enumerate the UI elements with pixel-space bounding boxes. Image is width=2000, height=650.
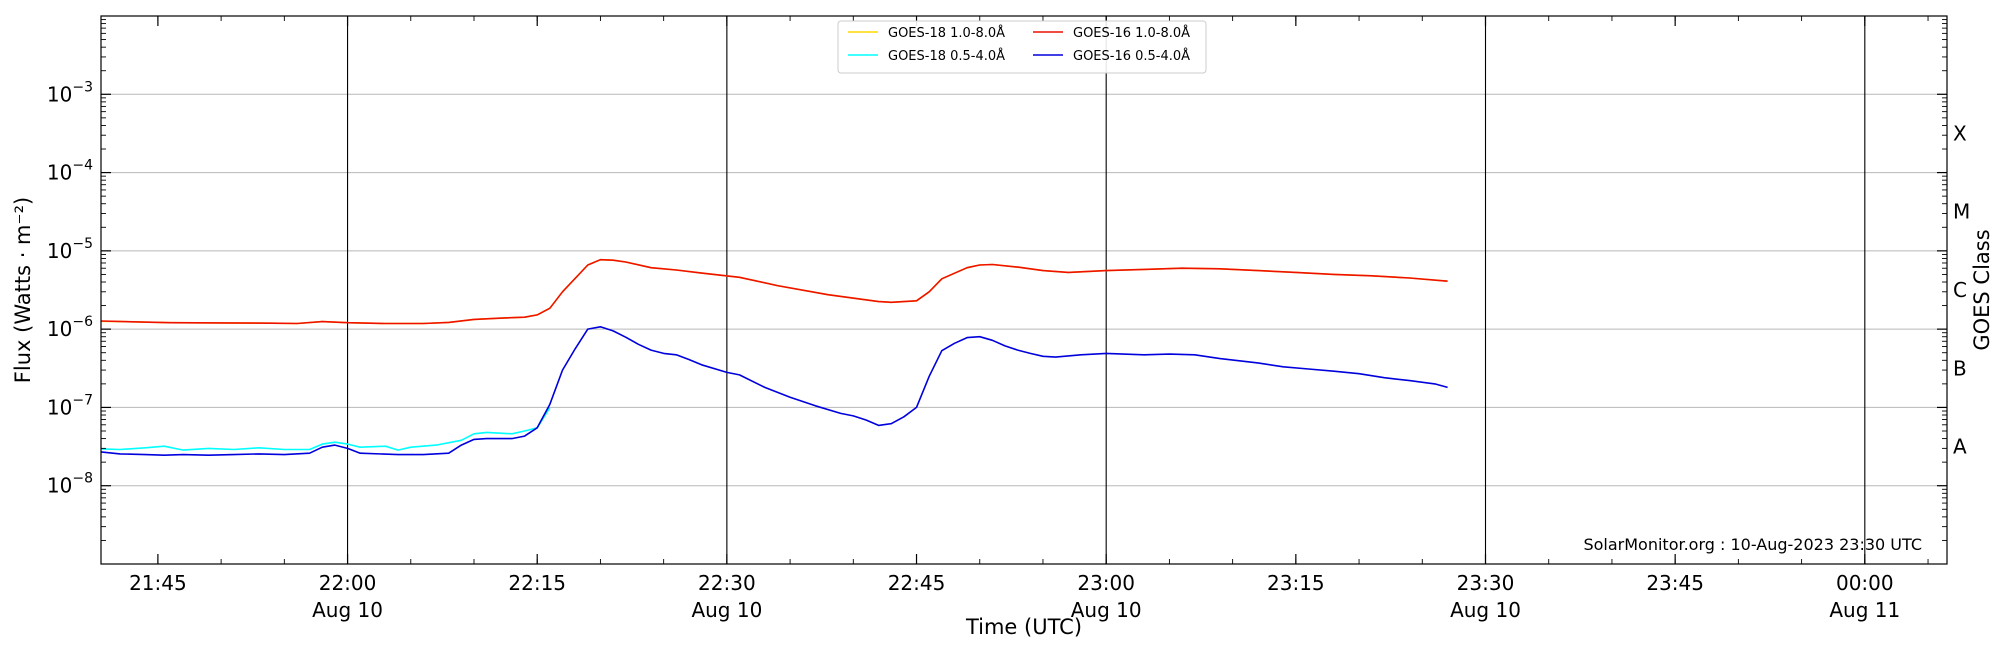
- legend-box: [837, 20, 1207, 74]
- goes-class-c: C: [1953, 278, 1967, 302]
- y-tick-exponent: −4: [72, 158, 93, 174]
- legend: GOES-18 1.0-8.0Å GOES-16 1.0-8.0Å GOES-18 …: [837, 20, 1207, 74]
- y-tick-exponent: −6: [72, 314, 93, 330]
- x-tick-label: 22:45: [888, 571, 946, 595]
- x-tick-label: 23:00: [1077, 571, 1135, 595]
- x-tick-date-label: Aug 10: [312, 598, 383, 622]
- goes-class-m: M: [1953, 200, 1970, 224]
- x-tick-labels: 21:45 22:00 Aug 10 22:15 22:30 Aug 10 22:45 23:…: [129, 571, 1900, 622]
- y-tick-exponent: −3: [72, 79, 93, 95]
- x-tick-label: 23:15: [1267, 571, 1325, 595]
- y-tick-labels: 10−810−710−610−510−410−3: [47, 79, 93, 497]
- y-tick-label: 10−7: [47, 392, 93, 419]
- y-tick-exponent: −5: [72, 236, 93, 252]
- x-tick-label: 00:00: [1836, 571, 1894, 595]
- plot-frame: [100, 15, 1948, 565]
- y-tick-exponent: −7: [72, 392, 93, 408]
- goes-class-x: X: [1953, 121, 1967, 145]
- legend-label: GOES-18 1.0-8.0Å: [888, 25, 1005, 41]
- series-line-goes-16-0-5-4-0: [100, 325, 1448, 457]
- x-tick-date-label: Aug 11: [1829, 598, 1900, 622]
- series-line-goes-16-1-0-8-0: [100, 258, 1448, 325]
- legend-label: GOES-16 0.5-4.0Å: [1073, 48, 1190, 64]
- x-tick-label: 22:15: [508, 571, 566, 595]
- goes-class-labels: A B C M X: [1953, 121, 1970, 458]
- x-tick-label: 22:00: [319, 571, 377, 595]
- x-axis-title: Time (UTC): [965, 615, 1082, 639]
- x-tick-date-label: Aug 10: [1450, 598, 1521, 622]
- y-tick-base: 10: [47, 239, 72, 263]
- tick-marks: [101, 16, 1947, 564]
- legend-label: GOES-16 1.0-8.0Å: [1073, 25, 1190, 41]
- x-tick-date-label: Aug 10: [691, 598, 762, 622]
- y-tick-base: 10: [47, 317, 72, 341]
- goes-class-a: A: [1953, 435, 1967, 459]
- goes-class-b: B: [1953, 356, 1967, 380]
- y-tick-base: 10: [47, 82, 72, 106]
- legend-label: GOES-18 0.5-4.0Å: [888, 48, 1005, 64]
- x-tick-label: 21:45: [129, 571, 187, 595]
- y-tick-base: 10: [47, 395, 72, 419]
- grid-lines: [101, 16, 1947, 564]
- credit-text: SolarMonitor.org : 10-Aug-2023 23:30 UTC: [1583, 535, 1922, 554]
- y-tick-label: 10−6: [47, 314, 93, 341]
- x-tick-label: 22:30: [698, 571, 756, 595]
- x-tick-date-label: Aug 10: [1071, 598, 1142, 622]
- y-axis-title: Flux (Watts · m⁻²): [11, 197, 35, 383]
- x-tick-label: 23:30: [1457, 571, 1515, 595]
- series-line-goes-18-0-5-4-0: [100, 406, 551, 451]
- x-tick-label: 23:45: [1646, 571, 1704, 595]
- y-tick-label: 10−8: [47, 471, 93, 498]
- series-layer: [100, 258, 1448, 457]
- y-tick-label: 10−3: [47, 79, 93, 106]
- y-tick-exponent: −8: [72, 471, 93, 487]
- y2-axis-title: GOES Class: [1970, 229, 1994, 350]
- y-tick-base: 10: [47, 161, 72, 185]
- y-tick-label: 10−5: [47, 236, 93, 263]
- y-tick-base: 10: [47, 474, 72, 498]
- y-tick-label: 10−4: [47, 158, 93, 185]
